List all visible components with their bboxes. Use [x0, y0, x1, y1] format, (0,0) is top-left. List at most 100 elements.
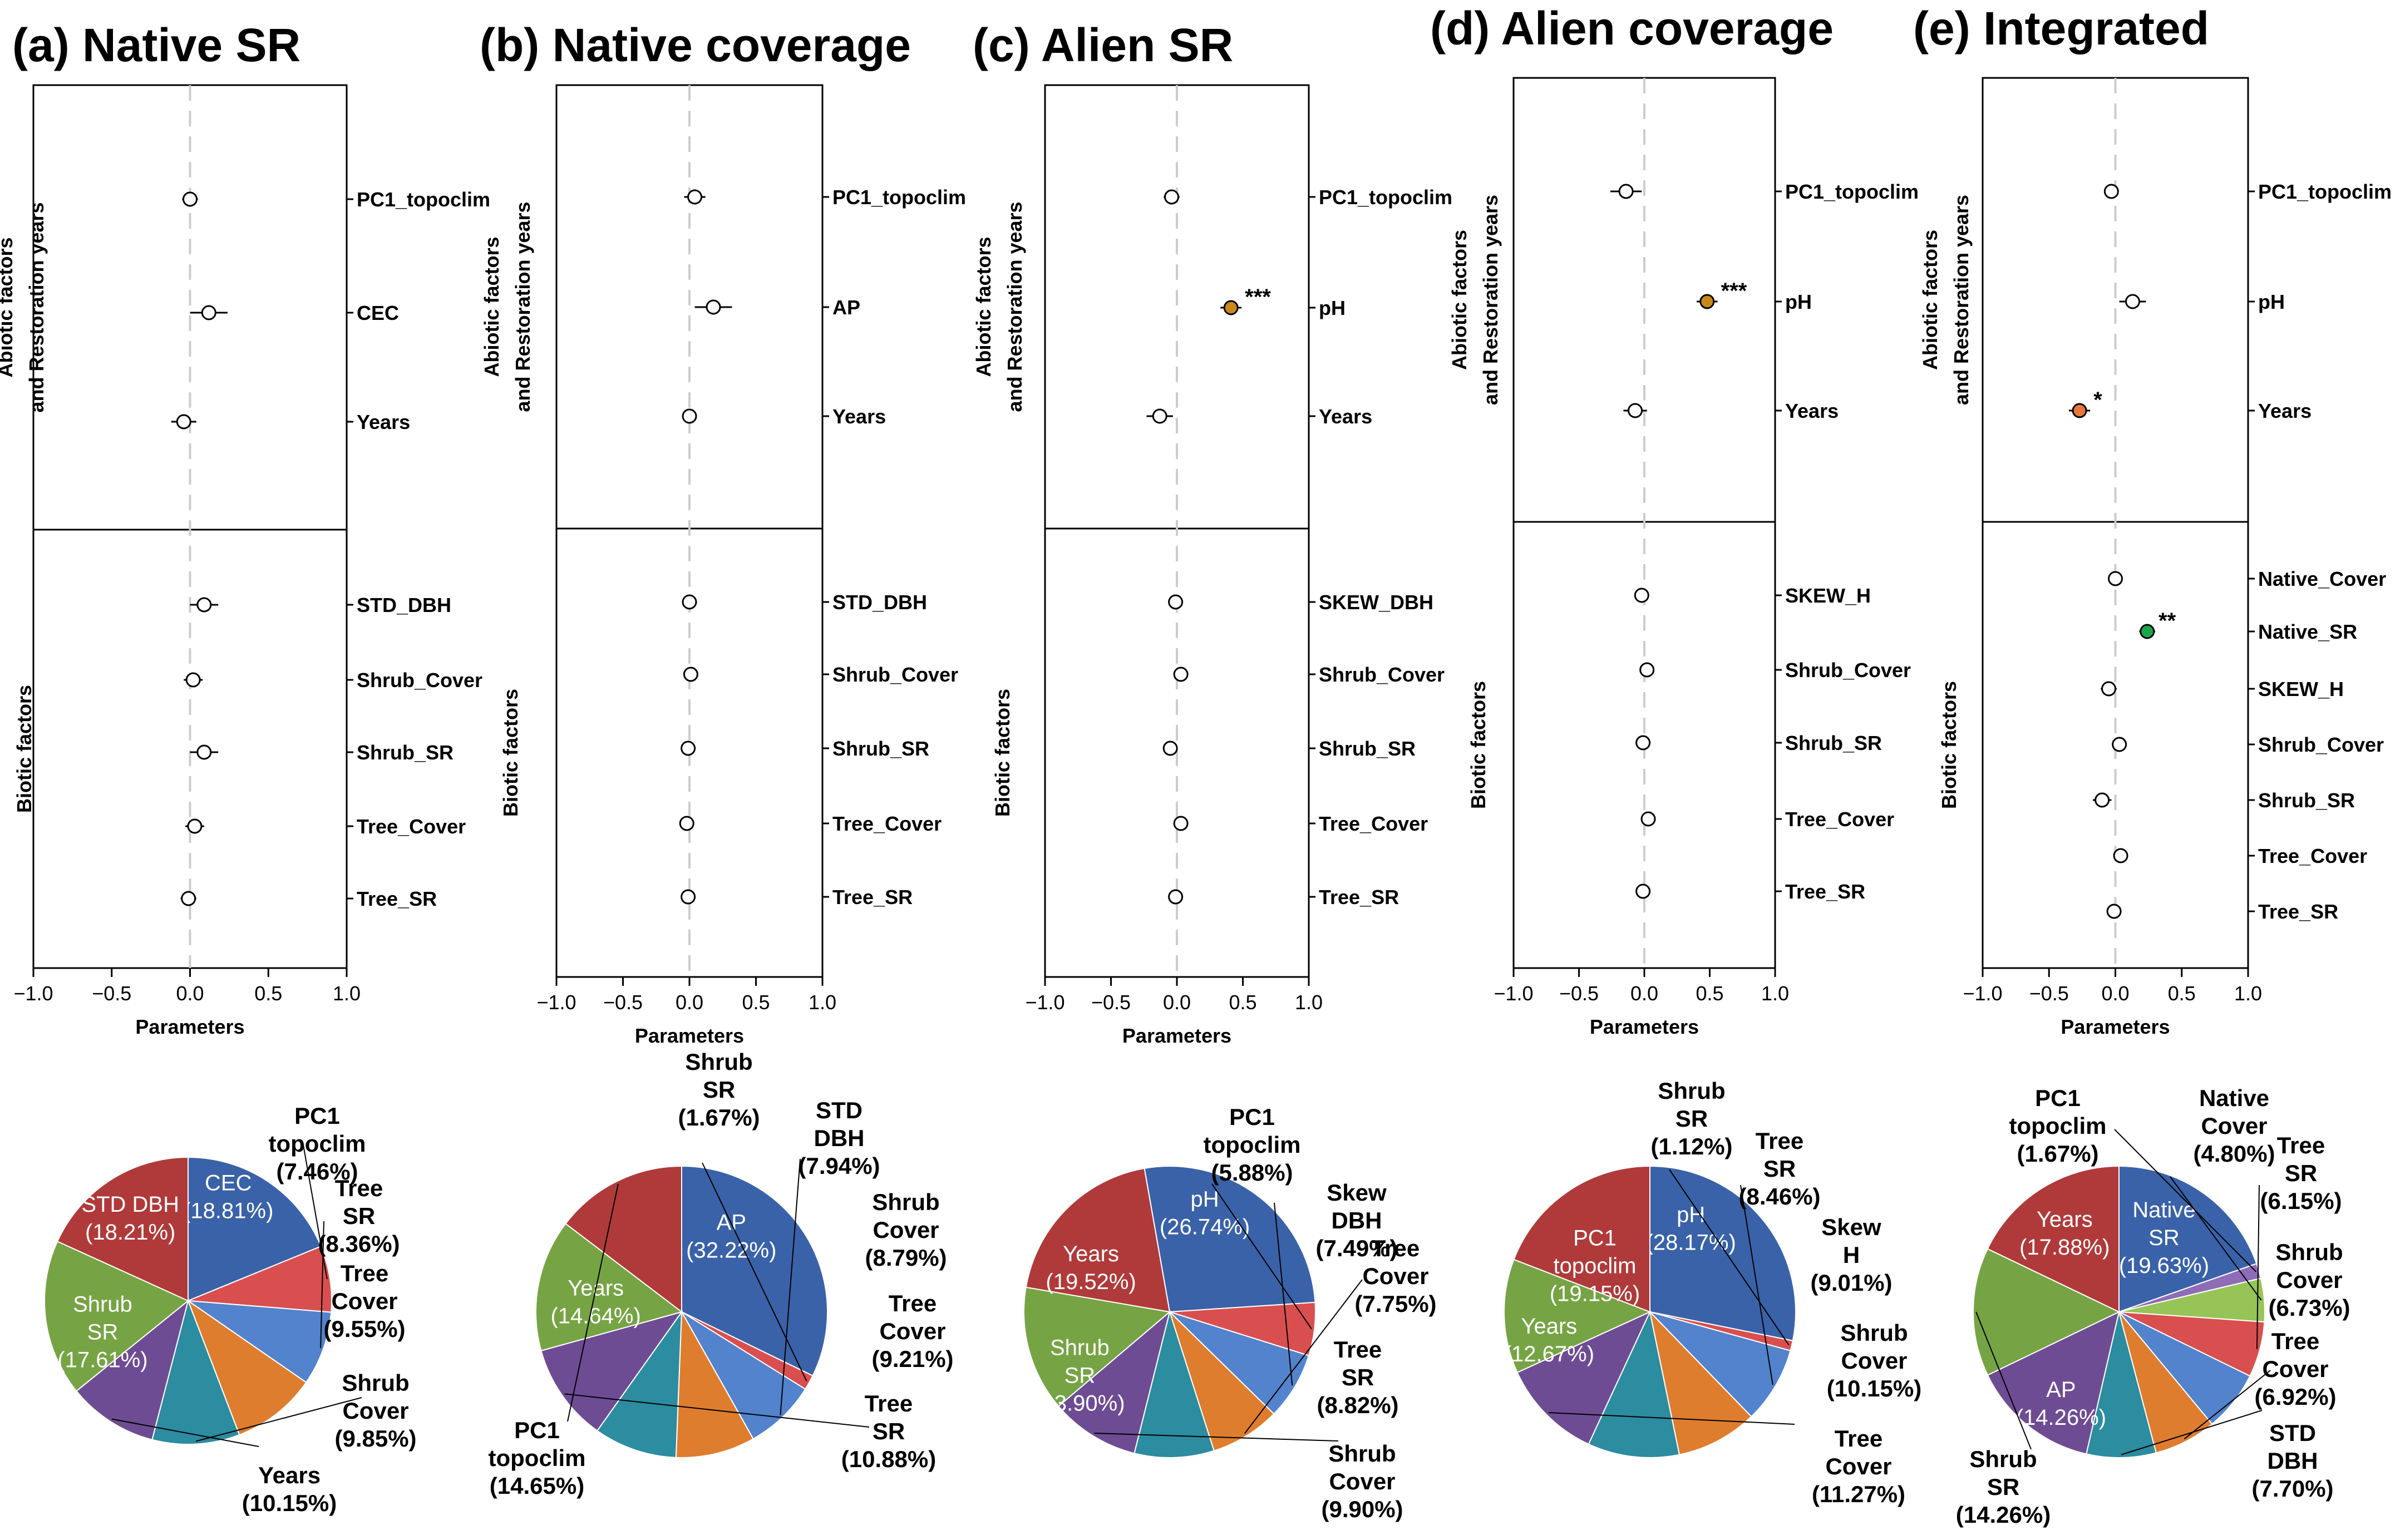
slice-label-line: Tree [2277, 1132, 2325, 1158]
panel-title: (b) Native coverage [480, 19, 911, 71]
leader-line [111, 1418, 259, 1447]
slice-label: Skew H (9.01%) [1810, 1214, 1892, 1296]
slice-label-line: (13.90%) [1034, 1391, 1125, 1415]
estimate-point [1223, 300, 1239, 315]
estimate-point [1628, 403, 1643, 418]
pie-slice [540, 1311, 683, 1432]
slice-label: Native SR (19.63%) [2119, 1198, 2209, 1278]
variable-label: Tree_SR [1319, 886, 1399, 909]
pie-slice [151, 1299, 240, 1445]
slice-label-line: (7.49%) [1315, 1235, 1397, 1261]
slice-label-line: (19.52%) [1046, 1270, 1136, 1294]
pie-slice [56, 1156, 189, 1302]
variable-label: Tree_SR [357, 887, 437, 910]
slice-label-line: pH [1190, 1187, 1219, 1211]
slice-label-line: (7.75%) [1354, 1291, 1436, 1317]
slice-label-line: STD DBH [81, 1192, 179, 1217]
slice-label-line: (8.79%) [865, 1245, 947, 1271]
slice-label-line: (17.61%) [57, 1348, 147, 1373]
slice-label-line: Cover [342, 1398, 408, 1424]
slice-label-line: Years [258, 1462, 321, 1488]
slice-label: STD DBH (18.21%) [81, 1192, 179, 1245]
group-label-line: and Restoration years [25, 202, 48, 412]
slice-label-line: (1.67%) [678, 1104, 760, 1131]
slice-label: PC1 topoclim (14.65%) [489, 1417, 586, 1499]
slice-label-line: (28.17%) [1646, 1230, 1736, 1255]
variable-label: Tree_Cover [1319, 812, 1428, 835]
pie-slice [1504, 1258, 1652, 1374]
estimate-point [2113, 848, 2128, 863]
pie-slice [1169, 1311, 1275, 1452]
slice-label: Tree SR (10.88%) [841, 1390, 936, 1472]
slice-label-line: Shrub [73, 1292, 132, 1317]
variable-label: Years [357, 411, 410, 433]
leader-line [564, 1393, 870, 1428]
slice-label-line: Skew [1821, 1214, 1881, 1240]
significance-stars: ** [2158, 609, 2176, 633]
leader-line [567, 1183, 619, 1422]
slice-label-line: PC1 [1229, 1104, 1275, 1130]
slice-label: Skew DBH (7.49%) [1315, 1179, 1397, 1261]
slice-label-line: DBH [1332, 1207, 1382, 1233]
variable-label: Tree_Cover [357, 815, 466, 838]
pie-slice [75, 1299, 189, 1440]
slice-label-line: (19.63%) [2119, 1253, 2209, 1278]
x-tick-label: 1.0 [2234, 982, 2262, 1005]
slice-label-line: STD [816, 1097, 863, 1123]
variable-label: STD_DBH [832, 591, 927, 614]
slice-label-line: Cover [2262, 1356, 2328, 1382]
slice-label-line: SR [2148, 1226, 2180, 1250]
x-tick-label: −0.5 [92, 982, 131, 1005]
slice-label-line: Tree [1756, 1128, 1803, 1154]
slice-label-line: SR [1342, 1364, 1374, 1390]
variable-label: Years [1785, 399, 1839, 422]
slice-label-line: (6.73%) [2268, 1295, 2350, 1321]
variable-label: PC1_topoclim [2258, 180, 2392, 203]
leader-line [1740, 1184, 1773, 1385]
estimate-point [201, 305, 216, 320]
slice-label: Tree Cover (7.75%) [1354, 1235, 1436, 1317]
pie-slice [675, 1310, 755, 1458]
slice-label-line: SR [87, 1320, 119, 1345]
slice-label-line: Tree [889, 1290, 937, 1316]
pie-slice [1057, 1310, 1171, 1454]
estimate-point [1173, 816, 1189, 831]
slice-label: Shrub SR (17.61%) [57, 1292, 147, 1373]
slice-label: Years (12.67%) [1504, 1314, 1594, 1366]
variable-label: SKEW_H [2258, 678, 2344, 700]
pie-slice [44, 1240, 189, 1392]
group-label-line: and Restoration years [1003, 201, 1026, 412]
estimate-point [2106, 904, 2122, 919]
slice-label: Tree SR (8.46%) [1738, 1128, 1820, 1210]
slice-label-line: (10.88%) [841, 1446, 936, 1472]
estimate-point [1152, 408, 1167, 424]
slice-label: Years (19.52%) [1046, 1242, 1136, 1294]
variable-label: Shrub_Cover [832, 663, 958, 686]
estimate-point [1699, 294, 1715, 309]
x-axis-title: Parameters [635, 1024, 744, 1047]
variable-label: Native_Cover [2258, 567, 2386, 590]
variable-label: Shrub_SR [2258, 789, 2355, 812]
pie-slice [1025, 1167, 1171, 1313]
x-tick-label: −1.0 [13, 982, 53, 1005]
estimate-point [176, 414, 191, 430]
variable-label: Tree_Cover [832, 812, 942, 835]
slice-label-line: PC1 [294, 1103, 340, 1129]
slice-label-line: Native [2132, 1198, 2195, 1222]
pie-slice [565, 1165, 682, 1314]
estimate-point [706, 299, 721, 315]
pie-slice [186, 1299, 307, 1436]
significance-stars: *** [1721, 279, 1747, 303]
forest-panel-c: (c) Alien SR −1.0 −0.5 0.0 0.5 1.0 Parameters A… [972, 19, 1452, 1047]
group-label-line: and Restoration years [1479, 195, 1502, 405]
slice-label-line: (9.55%) [323, 1316, 405, 1342]
variable-label: Native_SR [2258, 620, 2357, 643]
slice-label-line: Cover [879, 1318, 945, 1344]
slice-label-line: STD [2269, 1420, 2316, 1446]
slice-label-line: (11.27%) [1812, 1481, 1905, 1507]
group-label-line: Biotic factors [13, 685, 36, 813]
slice-label-line: SR [703, 1077, 735, 1103]
slice-label-line: (7.94%) [798, 1153, 880, 1179]
pie-slice [1648, 1311, 1791, 1418]
